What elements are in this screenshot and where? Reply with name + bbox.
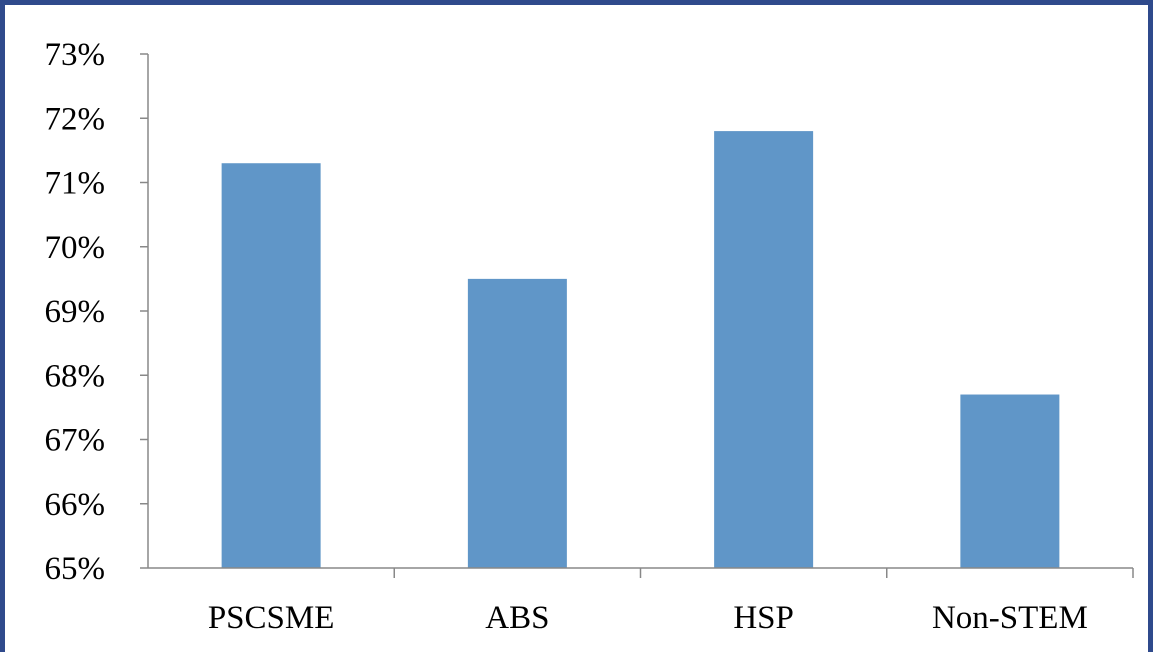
bar-pscsme	[221, 163, 321, 568]
y-tick-label: 73%	[45, 37, 106, 73]
y-tick-label: 68%	[45, 358, 106, 394]
x-tick-label: ABS	[485, 600, 549, 636]
y-tick-label: 67%	[45, 423, 106, 459]
y-tick-label: 71%	[45, 166, 106, 202]
bar-hsp	[714, 131, 814, 568]
y-tick-label: 72%	[45, 101, 106, 137]
x-tick-label: PSCSME	[208, 600, 335, 636]
x-tick-label: HSP	[733, 600, 794, 636]
bar-non-stem	[960, 394, 1060, 568]
y-tick-label: 69%	[45, 294, 106, 330]
bar-abs	[467, 278, 567, 568]
bar-chart: 65% 66% 67% 68% 69% 70% 71% 72% 73% PSCSME ABS HSP…	[45, 37, 1134, 636]
y-axis-ticks: 65% 66% 67% 68% 69% 70% 71% 72% 73%	[45, 37, 148, 587]
y-tick-label: 66%	[45, 487, 106, 523]
x-axis-ticks: PSCSME ABS HSP Non-STEM	[208, 568, 1134, 636]
x-tick-label: Non-STEM	[932, 600, 1088, 636]
bar-series	[221, 131, 1060, 568]
y-tick-label: 65%	[45, 551, 106, 587]
y-tick-label: 70%	[45, 230, 106, 266]
